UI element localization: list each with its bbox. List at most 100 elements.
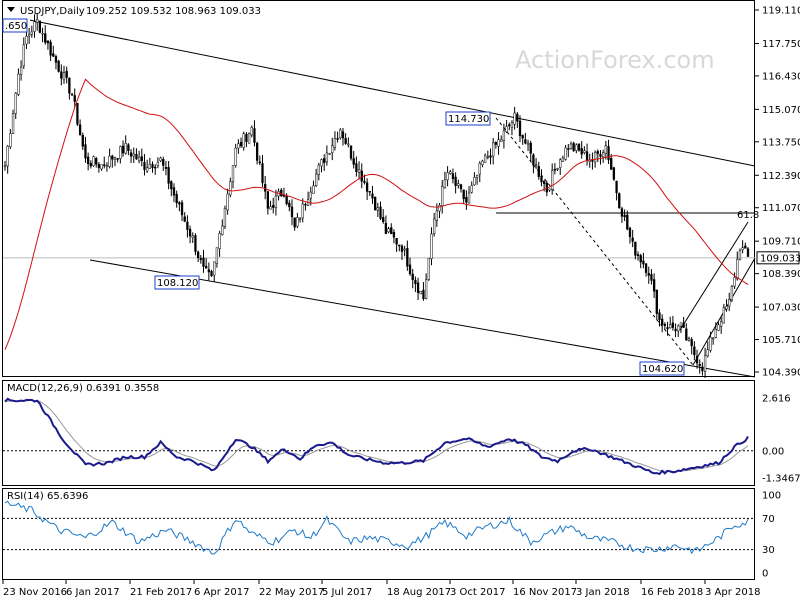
candle [108,148,111,169]
candle-body [738,250,742,260]
candle [526,139,530,151]
upper-channel-line [29,19,756,167]
candle-body [628,227,632,238]
macd-tick-label: 0.00 [762,446,784,457]
date-tick-label: 16 Feb 2018 [641,587,703,598]
candle [250,125,253,138]
candle-body [408,264,412,275]
candle-body [518,120,522,137]
candle [304,202,307,211]
candle-body [368,190,371,193]
candle-body [221,225,224,236]
candle-body [398,244,401,247]
candle-body [111,155,114,160]
candle [229,177,232,198]
candle [175,190,178,208]
candle [583,146,586,155]
candle [87,152,90,171]
annotation-label: 108.120 [157,278,198,289]
candle-body [746,248,750,257]
candle-body [698,364,701,366]
current-price-box [756,251,800,265]
price-tick-label: 104.390 [762,368,800,379]
candle [242,131,245,151]
candle-body [317,164,320,175]
candle-body [561,157,565,162]
candle [290,199,294,226]
candle-body [116,158,119,160]
candle [400,244,404,260]
annotation-label: 61.8 [737,210,759,221]
candle [695,349,699,369]
candle [459,183,463,193]
candle-body [465,196,468,203]
rsi-label: RSI(14) 65.6396 [7,491,88,502]
candle-body [542,180,546,184]
candle [701,362,704,376]
candle [62,65,66,84]
candle [623,209,626,222]
candle-body [475,175,479,178]
candle-body [441,186,444,206]
candle-body [395,237,398,245]
candle [451,168,455,184]
annotation-label: 114.730 [448,114,489,125]
candle-body [132,153,135,157]
candle [60,64,63,86]
candle-body [333,138,337,148]
candle [424,273,428,300]
candle-body [266,191,270,209]
candle [266,190,270,215]
candle-body [390,227,393,235]
candle-body [148,163,151,169]
candle [22,37,25,69]
candle [658,309,661,327]
candle [261,154,264,188]
rsi-line [4,500,749,555]
candle [100,164,103,171]
candle [722,303,726,324]
dropdown-triangle-icon[interactable] [7,7,15,12]
candle [355,156,358,177]
trendlines [3,19,756,378]
candle [553,163,557,175]
candle [733,272,736,289]
candle-body [416,282,420,293]
candle [465,190,468,210]
candle [341,128,345,146]
candle-body [360,170,363,182]
candle-body [164,167,168,169]
candle [119,145,122,164]
candle-body [717,324,720,331]
candle [510,120,514,136]
candle [502,123,506,149]
candle-body [695,355,699,364]
candle-body [711,337,715,340]
candle [129,149,133,164]
macd-signal-line [4,399,749,473]
candle-body [301,203,304,219]
candle [682,316,685,328]
date-tick-label: 3 Oct 2017 [450,587,505,598]
candle [207,262,211,281]
candle-body [296,217,299,227]
candle [492,138,495,165]
candle [368,190,371,197]
candle [188,225,192,244]
date-tick-label: 6 Apr 2017 [194,587,249,598]
candle-body [467,192,471,204]
candle-body [714,329,717,338]
candle-body [245,134,248,142]
candle [446,166,449,187]
candle-body [33,21,36,32]
candle [671,315,675,331]
candle-body [438,205,441,212]
candle-body [424,279,428,299]
candle-body [44,33,47,43]
candle-body [314,173,318,187]
candle [687,336,691,342]
candle-body [76,102,79,125]
candle-body [384,223,388,234]
candle [473,172,476,186]
candle [744,242,747,249]
